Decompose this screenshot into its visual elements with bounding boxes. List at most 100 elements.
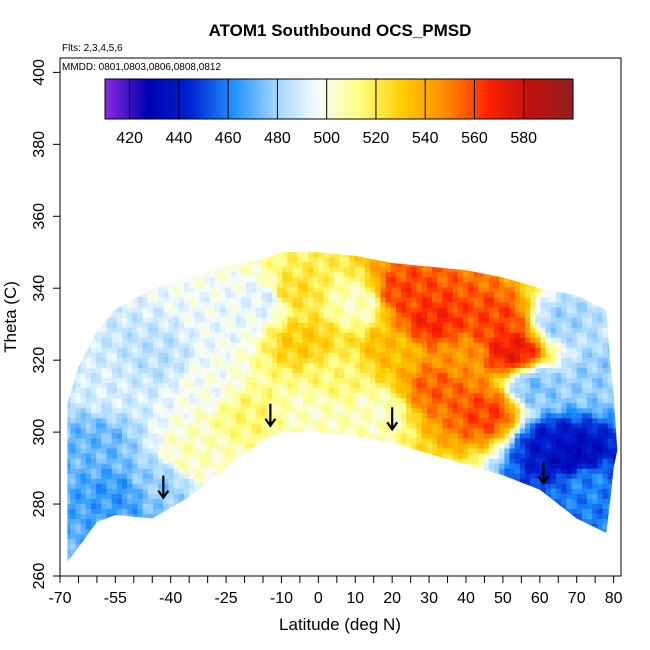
heat-cell — [313, 382, 319, 389]
heat-cell — [349, 402, 355, 409]
heat-cell — [204, 286, 211, 293]
heat-cell — [204, 296, 211, 303]
heat-cell — [91, 448, 97, 454]
heat-cell — [442, 442, 448, 449]
heat-cell — [204, 342, 211, 348]
heat-cell — [163, 367, 169, 373]
heat-cell — [328, 281, 335, 288]
heat-cell — [67, 402, 71, 409]
heat-cell — [292, 327, 299, 333]
heat-cell — [215, 382, 221, 389]
heat-cell — [297, 286, 304, 293]
heat-cell — [437, 417, 443, 424]
heat-cell — [246, 412, 252, 419]
heat-cell — [349, 281, 355, 288]
heat-cell — [70, 458, 76, 464]
heat-cell — [401, 261, 407, 268]
heat-cell — [261, 307, 268, 313]
heat-cell — [173, 347, 180, 353]
heat-cell — [204, 327, 211, 333]
heat-cell — [313, 387, 319, 394]
heat-cell — [75, 458, 82, 464]
heat-cell — [178, 291, 185, 298]
heat-cell — [158, 291, 164, 298]
heat-cell — [116, 493, 123, 499]
heat-cell — [302, 252, 309, 258]
heat-cell — [395, 291, 402, 298]
heat-cell — [359, 266, 366, 273]
heat-cell — [339, 402, 345, 409]
heat-cell — [251, 442, 257, 449]
heat-cell — [416, 276, 423, 283]
heat-cell — [70, 528, 76, 535]
heat-cell — [91, 483, 97, 489]
heat-cell — [297, 332, 304, 338]
heat-cell — [302, 261, 309, 268]
heat-cell — [287, 337, 293, 343]
heat-cell — [271, 382, 278, 389]
heat-cell — [106, 342, 113, 348]
heat-cell — [132, 387, 138, 394]
heat-cell — [194, 442, 200, 449]
heat-cell — [380, 347, 386, 353]
heat-cell — [401, 367, 407, 373]
heat-cell — [122, 432, 128, 439]
heat-cell — [323, 291, 330, 298]
heat-cell — [184, 422, 190, 429]
heat-cell — [230, 312, 237, 318]
heat-cell — [277, 261, 283, 268]
heat-cell — [411, 266, 417, 273]
heat-cell — [240, 407, 247, 414]
heat-cell — [349, 256, 355, 263]
heat-cell — [375, 387, 381, 394]
heat-cell — [178, 347, 185, 353]
heat-cell — [297, 387, 304, 394]
heat-cell — [364, 271, 371, 278]
heat-cell — [101, 372, 107, 378]
heat-cell — [318, 261, 324, 268]
heat-cell — [302, 317, 309, 323]
heat-cell — [282, 266, 288, 273]
heat-cell — [390, 397, 397, 404]
heat-cell — [70, 387, 76, 394]
heat-cell — [375, 291, 381, 298]
heat-cell — [266, 332, 273, 338]
heat-cell — [437, 337, 443, 343]
heat-cell — [204, 412, 211, 419]
heat-cell — [96, 377, 102, 384]
heat-cell — [153, 407, 159, 414]
heat-cell — [220, 463, 226, 469]
heat-cell — [147, 402, 154, 409]
heat-cell — [370, 296, 376, 303]
heat-cell — [328, 407, 335, 414]
heat-cell — [91, 437, 97, 444]
heat-cell — [67, 533, 71, 540]
heat-cell — [178, 407, 185, 414]
heat-cell — [85, 437, 92, 444]
heat-cell — [333, 397, 340, 404]
heat-cell — [359, 412, 366, 419]
heat-cell — [416, 402, 423, 409]
heat-cell — [256, 266, 262, 273]
heat-cell — [153, 307, 159, 313]
heat-cell — [354, 332, 361, 338]
heat-cell — [313, 256, 319, 263]
heat-cell — [225, 317, 231, 323]
heat-cell — [287, 412, 293, 419]
heat-cell — [302, 307, 309, 313]
heat-cell — [380, 317, 386, 323]
heat-cell — [380, 322, 386, 328]
heat-cell — [406, 291, 412, 298]
heat-cell — [168, 412, 175, 419]
heat-cell — [390, 286, 397, 293]
heat-cell — [380, 392, 386, 399]
heat-cell — [122, 407, 128, 414]
heat-cell — [209, 387, 216, 394]
heat-cell — [401, 362, 407, 368]
heat-cell — [127, 307, 133, 313]
heat-cell — [184, 337, 190, 343]
heat-cell — [256, 427, 262, 434]
heat-cell — [204, 317, 211, 323]
heat-cell — [406, 276, 412, 283]
heat-cell — [168, 382, 175, 389]
